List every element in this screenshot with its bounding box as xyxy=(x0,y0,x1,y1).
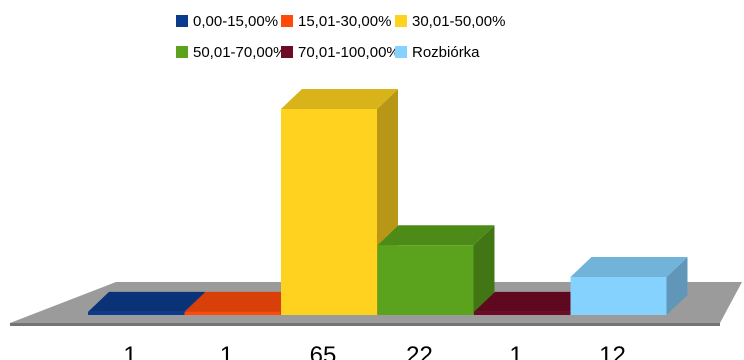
legend-swatch xyxy=(281,46,293,58)
legend-item-rozbi-rka: Rozbiórka xyxy=(395,44,480,61)
legend-swatch xyxy=(281,15,293,27)
bar-rozbi-rka xyxy=(570,256,688,315)
bar-front xyxy=(281,109,377,315)
legend-item-15-01-30-00: 15,01-30,00% xyxy=(281,13,391,30)
legend-label: 15,01-30,00% xyxy=(298,13,391,30)
bar-top xyxy=(88,291,205,312)
bar-front xyxy=(88,311,184,315)
bar-front xyxy=(474,311,570,315)
value-labels: 1 1 65 22 1 12 xyxy=(123,342,626,360)
legend-swatch xyxy=(395,46,407,58)
bar-top xyxy=(184,291,302,312)
data-label-15-01-30-00: 1 xyxy=(220,342,233,360)
bar-top xyxy=(281,89,398,109)
legend-item-70-01-100-00: 70,01-100,00% xyxy=(281,44,400,61)
legend-item-50-01-70-00: 50,01-70,00% xyxy=(176,44,286,61)
bars xyxy=(88,89,688,315)
legend-swatch xyxy=(176,46,188,58)
bar-50-01-70-00 xyxy=(377,225,495,315)
data-label-50-01-70-00: 22 xyxy=(406,342,433,360)
data-label-rozbi-rka: 12 xyxy=(599,342,626,360)
legend-label: 70,01-100,00% xyxy=(298,44,400,61)
data-label-30-01-50-00: 65 xyxy=(310,342,337,360)
bar-front xyxy=(570,276,667,315)
bar-top xyxy=(570,256,688,277)
bar-side xyxy=(473,225,495,315)
legend-swatch xyxy=(176,15,188,27)
legend: 0,00-15,00% 15,01-30,00% 30,01-50,00% 50,01… xyxy=(176,13,505,61)
bar-top xyxy=(474,291,591,312)
data-label-0-00-15-00: 1 xyxy=(123,342,136,360)
bar-front xyxy=(377,245,474,315)
legend-swatch xyxy=(395,15,407,27)
bar-top xyxy=(377,225,495,246)
floor-edge xyxy=(10,323,720,326)
bar-side xyxy=(666,256,688,315)
legend-label: 30,01-50,00% xyxy=(412,13,505,30)
legend-item-0-00-15-00: 0,00-15,00% xyxy=(176,13,278,30)
legend-label: 0,00-15,00% xyxy=(193,13,278,30)
legend-item-30-01-50-00: 30,01-50,00% xyxy=(395,13,505,30)
legend-label: 50,01-70,00% xyxy=(193,44,286,61)
data-label-70-01-100-00: 1 xyxy=(509,342,522,360)
legend-label: Rozbiórka xyxy=(412,44,480,61)
bar-front xyxy=(184,311,281,315)
